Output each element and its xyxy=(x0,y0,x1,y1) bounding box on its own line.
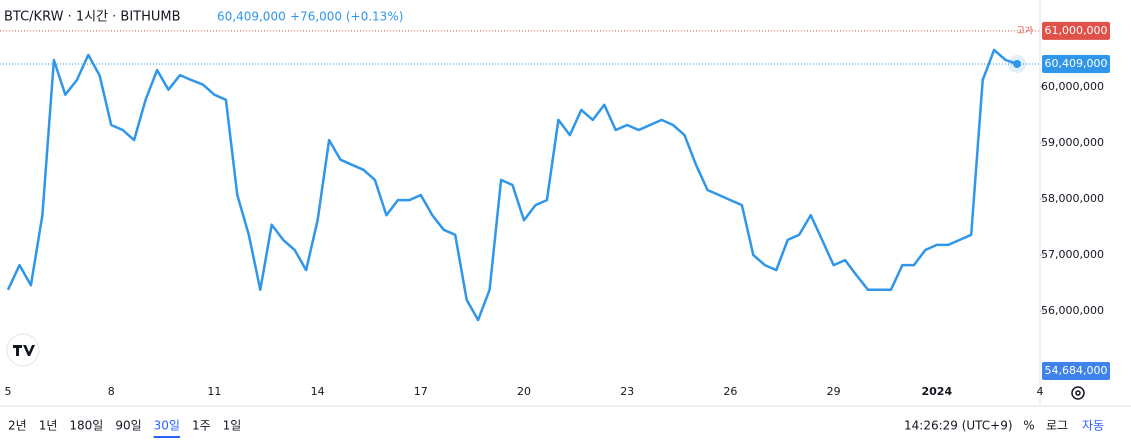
last-point xyxy=(1013,59,1022,68)
price-tag: 고가 xyxy=(1016,25,1033,36)
price-label-box xyxy=(1042,21,1110,40)
range-button[interactable]: 1일 xyxy=(223,419,242,433)
x-tick-label: 2024 xyxy=(921,385,952,398)
y-tick-label: 59,000,000 xyxy=(1041,136,1104,149)
y-tick-label: 60,000,000 xyxy=(1041,80,1104,93)
y-tick-label: 57,000,000 xyxy=(1041,248,1104,261)
x-tick-label: 20 xyxy=(517,385,531,398)
price-label: 61,000,000 xyxy=(1045,24,1108,37)
range-button[interactable]: 1년 xyxy=(39,419,58,433)
x-tick-label: 5 xyxy=(5,385,12,398)
price-label-box xyxy=(1042,362,1110,380)
x-tick-label: 8 xyxy=(108,385,115,398)
price-label: 60,409,000 xyxy=(1045,57,1108,70)
logo xyxy=(6,333,40,367)
settings-icon[interactable] xyxy=(1071,386,1085,400)
x-tick-label: 23 xyxy=(620,385,634,398)
x-tick-label: 26 xyxy=(723,385,737,398)
clock: 14:26:29 (UTC+9) xyxy=(904,419,1013,433)
x-tick-label: 11 xyxy=(207,385,221,398)
chart-title: BTC/KRW · 1시간 · BITHUMB xyxy=(4,10,181,25)
range-button[interactable]: 1주 xyxy=(192,419,211,433)
y-tick-label: 56,000,000 xyxy=(1041,304,1104,317)
range-button[interactable]: 2년 xyxy=(8,419,27,433)
x-tick-label: 14 xyxy=(311,385,325,398)
scale-control[interactable]: 자동 xyxy=(1082,419,1104,433)
x-tick-label: 29 xyxy=(827,385,841,398)
price-label-box xyxy=(1042,54,1110,73)
last-price: 60,409,000 xyxy=(217,10,286,24)
range-button[interactable]: 30일 xyxy=(154,419,180,433)
range-button[interactable]: 90일 xyxy=(115,419,141,433)
x-tick-label: 17 xyxy=(414,385,428,398)
range-button[interactable]: 180일 xyxy=(69,419,103,433)
y-tick-label: 58,000,000 xyxy=(1041,192,1104,205)
price-line-series xyxy=(6,48,1018,322)
scale-control[interactable]: 로그 xyxy=(1046,419,1068,433)
x-tick-label: 4 xyxy=(1037,385,1044,398)
price-change: +76,000 (+0.13%) xyxy=(290,10,403,24)
price-label: 54,684,000 xyxy=(1045,364,1108,377)
scale-control[interactable]: % xyxy=(1023,419,1034,433)
